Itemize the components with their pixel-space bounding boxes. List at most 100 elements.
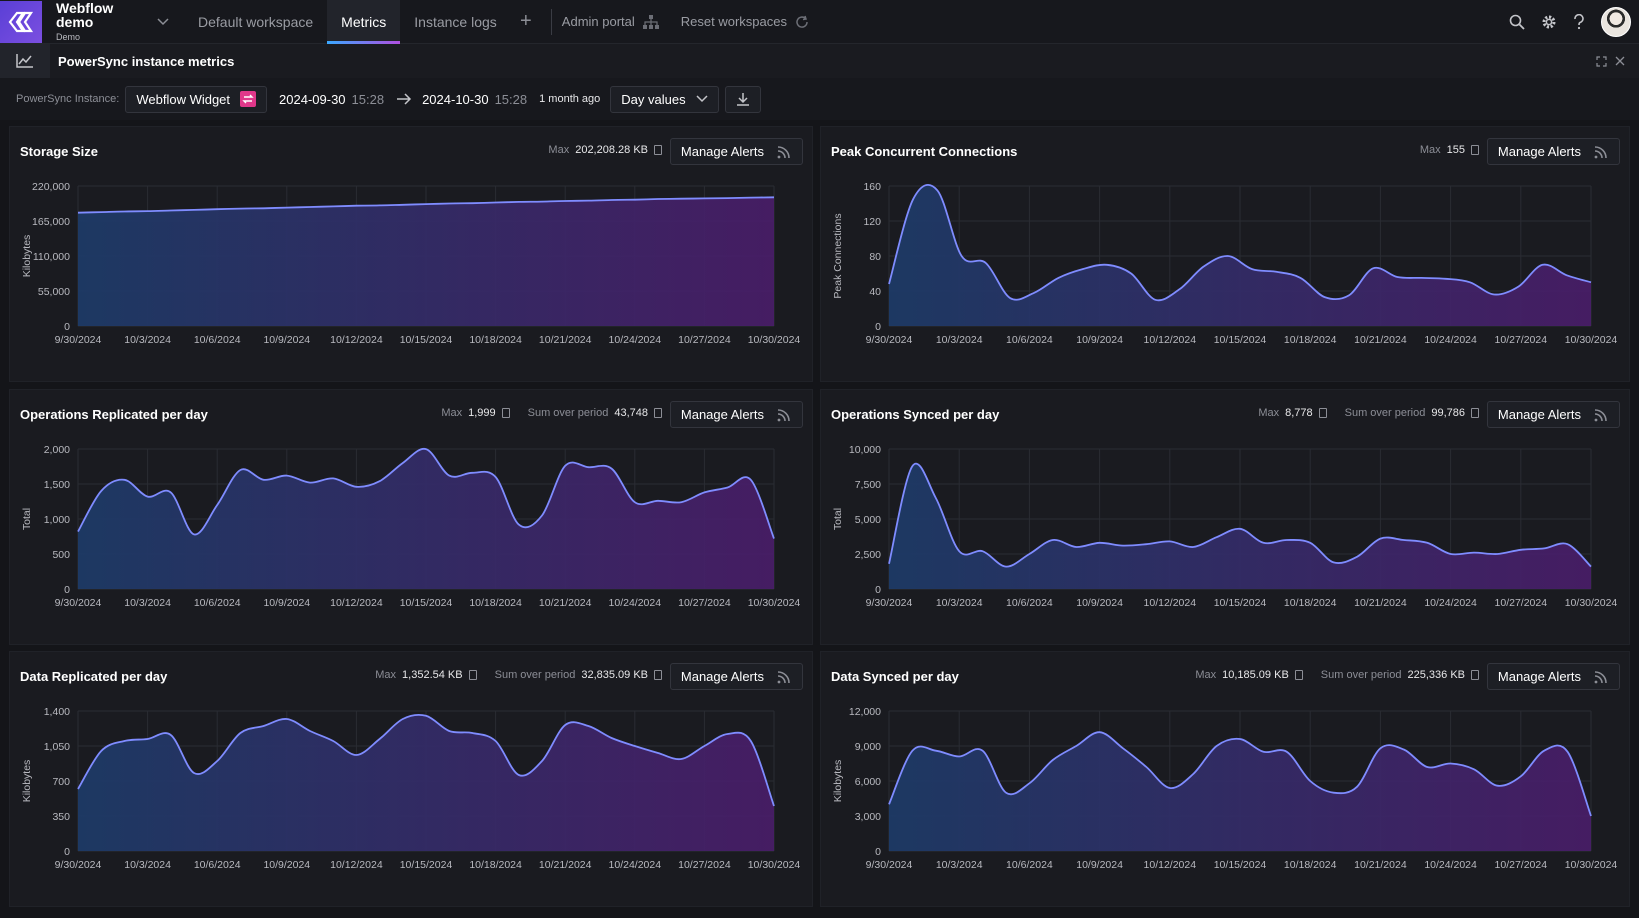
clipboard-icon[interactable] <box>1471 408 1479 418</box>
clipboard-icon[interactable] <box>1471 670 1479 680</box>
panel-title: PowerSync instance metrics <box>58 53 235 69</box>
manage-alerts-button[interactable]: Manage Alerts <box>669 401 803 428</box>
avatar[interactable] <box>1601 6 1631 37</box>
y-tick-label: 160 <box>863 181 881 193</box>
x-tick-label: 10/15/2024 <box>400 334 453 346</box>
gear-icon[interactable] <box>1541 14 1557 30</box>
workspace-name: Webflow demo <box>56 0 114 30</box>
clipboard-icon[interactable] <box>501 408 510 418</box>
x-tick-label: 10/21/2024 <box>539 334 592 346</box>
instance-selector[interactable]: Webflow Widget <box>125 85 268 113</box>
stat-value: 225,336 KB <box>1407 669 1466 681</box>
x-tick-label: 10/12/2024 <box>330 334 383 346</box>
powersync-logo-icon[interactable] <box>0 0 42 43</box>
y-tick-label: 1,050 <box>44 741 70 753</box>
help-icon[interactable] <box>1573 13 1585 30</box>
clipboard-icon[interactable] <box>654 408 662 418</box>
y-tick-label: 1,000 <box>44 514 70 526</box>
download-button[interactable] <box>724 85 761 113</box>
y-tick-label: 110,000 <box>33 251 70 263</box>
x-tick-label: 9/30/2024 <box>55 859 102 871</box>
manage-alerts-button[interactable]: Manage Alerts <box>1486 663 1620 690</box>
manage-alerts-button[interactable]: Manage Alerts <box>669 138 803 165</box>
x-tick-label: 10/27/2024 <box>678 334 731 346</box>
y-tick-label: 2,000 <box>44 444 70 456</box>
chevron-down-icon[interactable] <box>152 17 174 26</box>
x-tick-label: 9/30/2024 <box>55 597 102 609</box>
clipboard-icon[interactable] <box>468 670 477 680</box>
refresh-icon <box>796 15 808 28</box>
stat-value: 155 <box>1446 144 1465 156</box>
workspace-selector[interactable]: Webflow demo Demo <box>56 1 152 42</box>
x-tick-label: 9/30/2024 <box>866 597 913 609</box>
admin-portal-link[interactable]: Admin portal <box>562 14 659 29</box>
x-tick-label: 10/6/2024 <box>194 597 241 609</box>
stat-value: 1,999 <box>468 407 496 419</box>
aggregation-dropdown[interactable]: Day values <box>610 85 719 113</box>
y-tick-label: 6,000 <box>855 776 881 788</box>
tab-default-workspace[interactable]: Default workspace <box>198 13 314 30</box>
stat-label: Max <box>1258 407 1280 419</box>
series-line <box>888 462 1592 568</box>
chart-title: Data Replicated per day <box>20 669 168 684</box>
x-tick-label: 10/18/2024 <box>1284 334 1337 346</box>
area-chart: 0 2,500 5,000 7,500 10,000 9/30/2024 10/3/2024… <box>832 444 1618 609</box>
tab-metrics[interactable]: Metrics <box>327 0 401 44</box>
y-axis-label: Kilobytes <box>21 235 33 278</box>
tab-instance-logs[interactable]: Instance logs <box>414 13 497 30</box>
area-chart: 0 500 1,000 1,500 2,000 9/30/2024 10/3/2024 10/… <box>21 444 800 609</box>
clipboard-icon[interactable] <box>1318 408 1327 418</box>
manage-alerts-button[interactable]: Manage Alerts <box>669 663 803 690</box>
manage-alerts-button[interactable]: Manage Alerts <box>1486 138 1620 165</box>
clipboard-icon[interactable] <box>1294 670 1303 680</box>
y-tick-label: 165,000 <box>32 216 70 228</box>
line-chart-icon[interactable] <box>0 44 50 78</box>
stat-label: Sum over period <box>1344 407 1426 419</box>
clipboard-icon[interactable] <box>654 145 662 155</box>
x-tick-label: 10/12/2024 <box>1144 859 1197 871</box>
manage-alerts-button[interactable]: Manage Alerts <box>1486 401 1620 428</box>
expand-icon[interactable] <box>1596 55 1607 67</box>
x-tick-label: 10/9/2024 <box>263 859 310 871</box>
x-tick-label: 10/3/2024 <box>124 597 171 609</box>
manage-alerts-label: Manage Alerts <box>680 407 764 422</box>
top-bar: Webflow demo Demo Default workspace Metr… <box>0 0 1639 44</box>
area-chart: 0 3,000 6,000 9,000 12,000 9/30/2024 10/3/2024… <box>832 706 1617 871</box>
y-tick-label: 10,000 <box>849 444 881 456</box>
sitemap-icon <box>642 14 659 29</box>
x-tick-label: 10/30/2024 <box>1565 597 1618 609</box>
x-tick-label: 10/6/2024 <box>194 859 241 871</box>
series-area <box>889 184 1591 326</box>
x-tick-label: 10/9/2024 <box>1076 859 1123 871</box>
x-tick-label: 10/15/2024 <box>400 859 453 871</box>
series-line <box>77 447 775 539</box>
download-icon <box>736 93 749 106</box>
close-icon[interactable] <box>1615 56 1625 66</box>
x-tick-label: 10/12/2024 <box>1144 597 1197 609</box>
x-tick-label: 10/6/2024 <box>1006 597 1053 609</box>
end-date[interactable]: 2024-10-30 <box>422 91 489 107</box>
chart-title: Storage Size <box>20 144 99 159</box>
clipboard-icon[interactable] <box>654 670 662 680</box>
clipboard-icon[interactable] <box>1471 145 1479 155</box>
end-time[interactable]: 15:28 <box>494 91 528 107</box>
x-tick-label: 10/18/2024 <box>469 859 522 871</box>
chevron-down-icon <box>696 95 708 103</box>
start-time[interactable]: 15:28 <box>351 91 385 107</box>
area-chart: 0 350 700 1,050 1,400 9/30/2024 10/3/2024 10/6/… <box>21 706 800 871</box>
reset-workspaces-link[interactable]: Reset workspaces <box>681 14 809 29</box>
add-tab-button[interactable]: + <box>519 10 532 32</box>
x-tick-label: 10/9/2024 <box>1076 597 1123 609</box>
aggregation-value: Day values <box>621 91 686 107</box>
x-tick-label: 10/30/2024 <box>1565 334 1618 346</box>
y-tick-label: 7,500 <box>855 479 881 491</box>
series-line <box>888 183 1592 302</box>
ops-replicated-card: Operations Replicated per day Manage Aler… <box>9 389 813 645</box>
x-tick-label: 10/24/2024 <box>609 597 662 609</box>
y-tick-label: 40 <box>869 286 881 298</box>
x-tick-label: 10/12/2024 <box>330 859 383 871</box>
series-area <box>78 714 774 851</box>
search-icon[interactable] <box>1509 14 1525 30</box>
y-tick-label: 500 <box>52 549 70 561</box>
start-date[interactable]: 2024-09-30 <box>279 91 346 107</box>
